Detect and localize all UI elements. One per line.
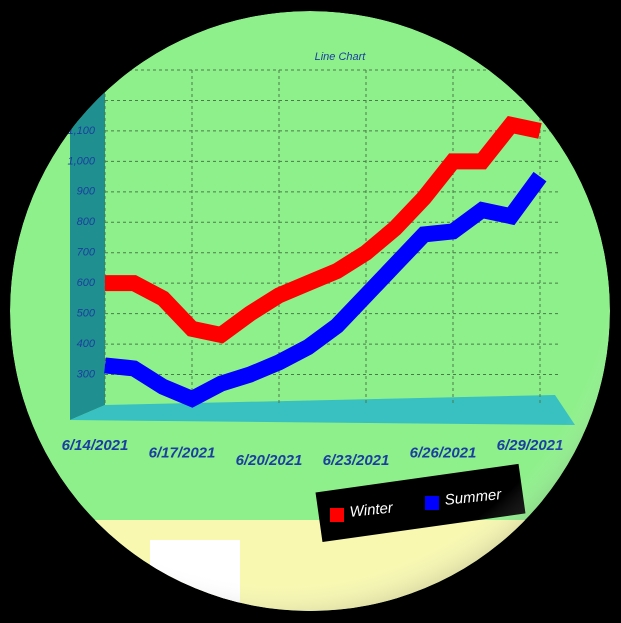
globe-shading [10,11,610,611]
